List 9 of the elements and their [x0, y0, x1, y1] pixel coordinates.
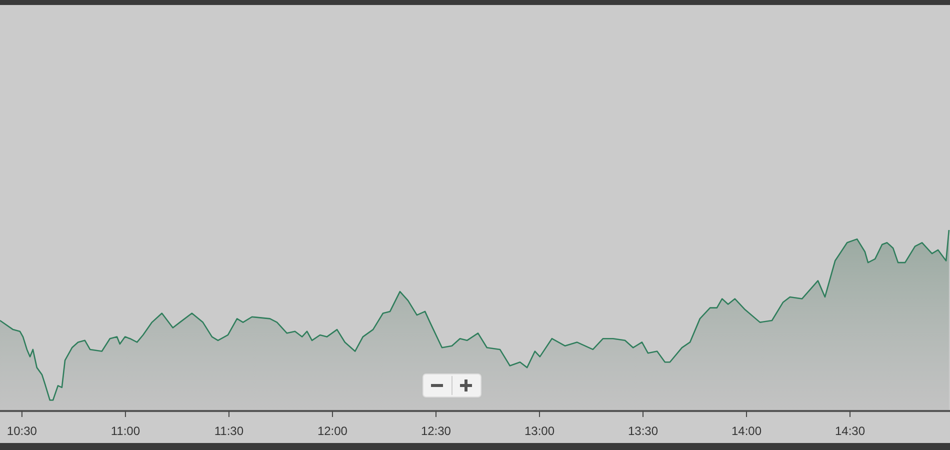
- x-tick-label: 14:00: [731, 424, 762, 438]
- x-tick-label: 12:30: [420, 424, 452, 438]
- x-tick-label: 11:00: [110, 424, 140, 438]
- x-tick-label: 13:30: [628, 424, 658, 438]
- x-tick-label: 10:30: [6, 424, 38, 438]
- x-tick-label: 11:30: [214, 424, 244, 438]
- x-tick-label: 13:00: [524, 424, 555, 438]
- x-tick-label: 12:00: [317, 424, 348, 438]
- x-tick-label: 14:30: [834, 424, 866, 438]
